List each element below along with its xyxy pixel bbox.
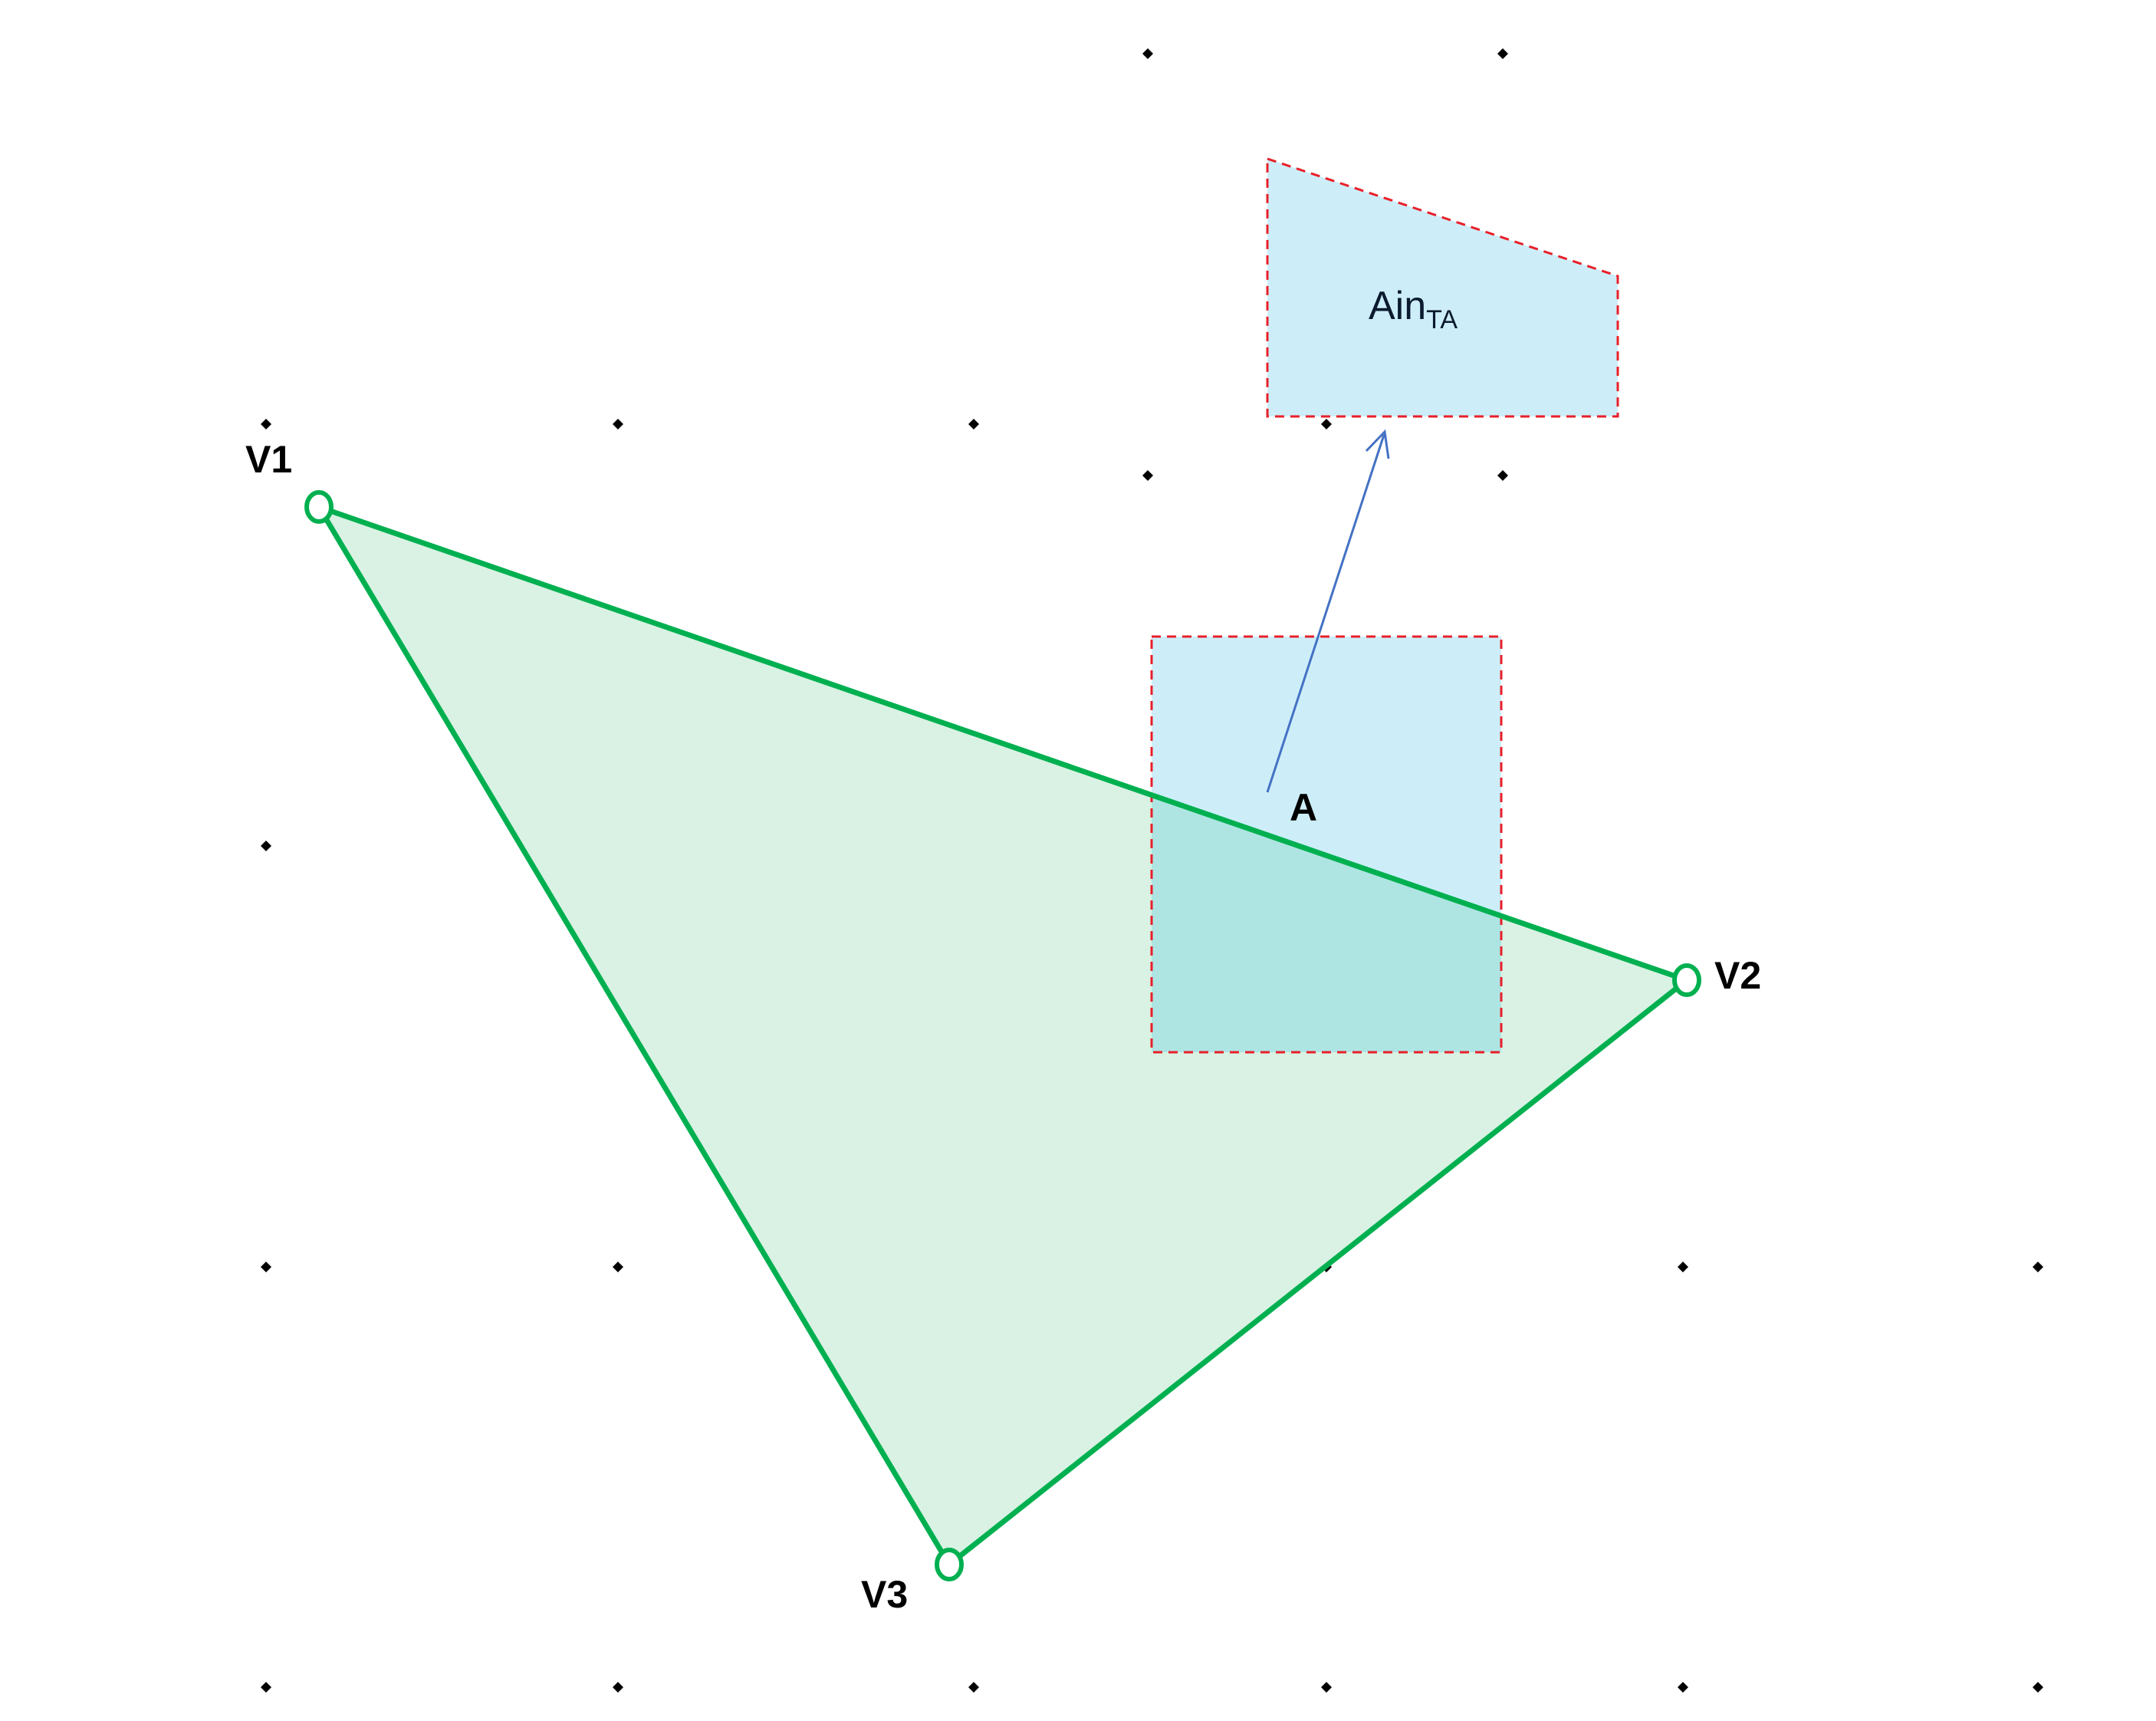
vertex-label-v3: V3	[861, 1573, 908, 1616]
grid-dot	[261, 1682, 271, 1693]
grid-dot	[261, 841, 271, 851]
mapping-arrow	[1266, 429, 1390, 793]
grid-dot	[613, 1262, 623, 1272]
grid-dot	[968, 419, 979, 429]
ain-ta-label: AinTA	[1369, 284, 1458, 334]
grid-dot	[2033, 1262, 2043, 1272]
ain-ta-region	[1266, 156, 1619, 418]
grid-dot	[261, 419, 271, 429]
vertex-label-v2: V2	[1714, 954, 1761, 997]
vertex-v2-marker	[1672, 963, 1701, 997]
grid-dot	[613, 419, 623, 429]
grid-dot	[1678, 1682, 1688, 1693]
grid-dot	[1497, 470, 1508, 481]
grid-dot	[1321, 1682, 1332, 1693]
grid-dot	[1142, 470, 1153, 481]
grid-dot	[1497, 48, 1508, 59]
grid-dot	[1678, 1262, 1688, 1272]
triangle-edges	[316, 504, 1690, 1568]
grid-dot	[968, 1682, 979, 1693]
box-a-border	[1150, 635, 1503, 1054]
ain-label-subscript: TA	[1426, 305, 1458, 334]
grid-dot	[2033, 1682, 2043, 1693]
grid-dot	[261, 1262, 271, 1272]
vertex-v1-marker	[304, 490, 334, 524]
grid-dot	[613, 1682, 623, 1693]
point-label-a: A	[1290, 786, 1317, 829]
vertex-label-v1: V1	[245, 438, 292, 481]
ain-label-main: Ain	[1369, 284, 1426, 328]
grid-dot	[1321, 419, 1332, 429]
triangle-fill	[319, 507, 1687, 1565]
grid-dot	[1142, 48, 1153, 59]
vertex-v3-marker	[935, 1548, 964, 1581]
